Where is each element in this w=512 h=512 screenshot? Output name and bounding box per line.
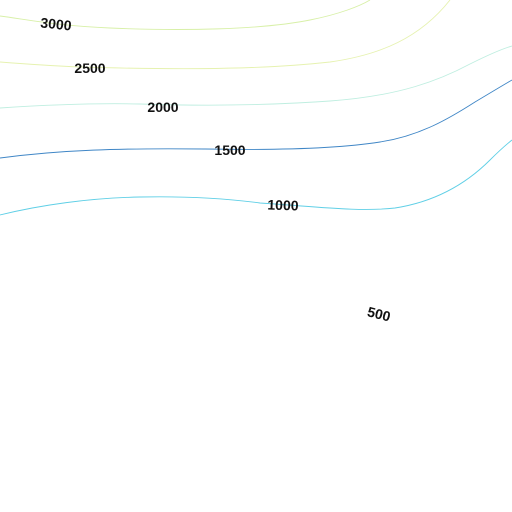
contour-line-3000 xyxy=(0,0,371,30)
contour-label-2000: 2000 xyxy=(147,99,178,115)
contour-line-1500 xyxy=(0,79,512,159)
contour-line-2500 xyxy=(0,0,451,70)
contour-label-2500: 2500 xyxy=(74,60,105,76)
contour-line-2000 xyxy=(0,45,512,109)
contour-label-500: 500 xyxy=(366,303,393,324)
contour-line-1000 xyxy=(0,139,512,216)
contour-label-1000: 1000 xyxy=(267,196,299,213)
contour-label-1500: 1500 xyxy=(214,142,245,158)
contour-label-3000: 3000 xyxy=(40,14,73,33)
